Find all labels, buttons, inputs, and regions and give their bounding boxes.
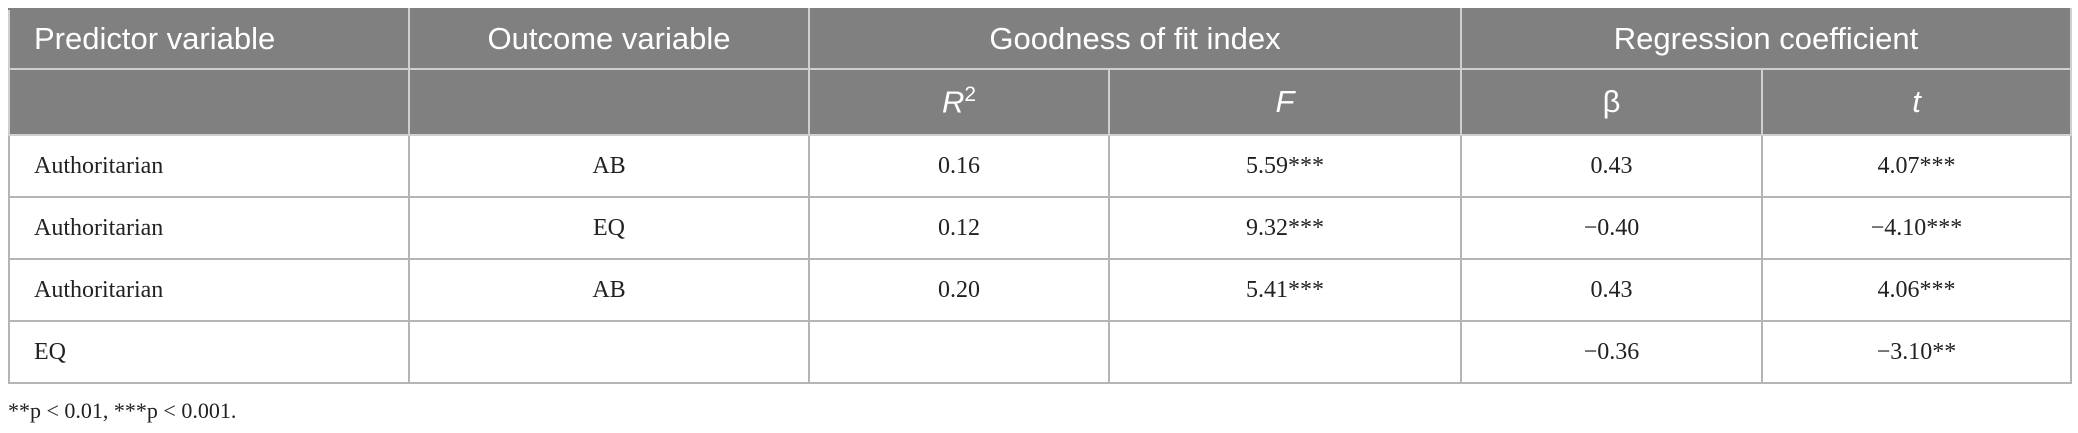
table-cell: 4.07*** [1761, 134, 2073, 198]
header-cell: Outcome variable [408, 8, 810, 70]
header-cell: F [1107, 68, 1463, 136]
table-cell: AB [408, 258, 810, 322]
table-cell: 9.32*** [1107, 196, 1463, 260]
header-cell: Regression coefficient [1460, 8, 2073, 70]
header-text: R [941, 84, 965, 120]
table-cell: 5.59*** [1107, 134, 1463, 198]
table-cell: AB [408, 134, 810, 198]
table-row: Authoritarian AB 0.20 5.41*** 0.43 4.06*** [8, 258, 2073, 322]
header-cell: R2 [808, 68, 1110, 136]
table-cell: 0.12 [808, 196, 1110, 260]
header-row: Predictor variable Outcome variable Good… [8, 8, 2073, 70]
table-cell: −0.40 [1460, 196, 1764, 260]
table-cell: EQ [408, 196, 810, 260]
table-cell: −4.10*** [1761, 196, 2073, 260]
table-body: Authoritarian AB 0.16 5.59*** 0.43 4.07*** Aut… [8, 134, 2073, 384]
table-cell: 0.16 [808, 134, 1110, 198]
header-text: F [1275, 84, 1295, 119]
header-sup: 2 [964, 83, 977, 107]
table-cell: 0.20 [808, 258, 1110, 322]
table-cell: Authoritarian [8, 258, 410, 322]
header-cell: Goodness of fit index [807, 8, 1463, 70]
header-row: R2 F β t [8, 68, 2073, 136]
header-cell: Predictor variable [8, 8, 410, 70]
empty-cell [1107, 320, 1463, 384]
table-cell: Authoritarian [8, 196, 410, 260]
table-cell: 0.43 [1460, 258, 1764, 322]
table-row: Authoritarian AB 0.16 5.59*** 0.43 4.07*** [8, 134, 2073, 198]
table-cell: 4.06*** [1761, 258, 2073, 322]
table-cell: −3.10** [1761, 320, 2073, 384]
header-cell [8, 68, 410, 136]
header-cell: t [1761, 68, 2073, 136]
table-row: Authoritarian EQ 0.12 9.32*** −0.40 −4.10*** [8, 196, 2073, 260]
header-cell: β [1460, 68, 1764, 136]
empty-cell [808, 320, 1110, 384]
header-text: t [1912, 84, 1921, 119]
empty-cell [408, 320, 810, 384]
table-row: EQ −0.36 −3.10** [8, 320, 2073, 384]
table-cell: EQ [8, 320, 410, 384]
table-cell: 0.43 [1460, 134, 1764, 198]
table-cell: 5.41*** [1107, 258, 1463, 322]
table-cell: −0.36 [1460, 320, 1764, 384]
results-table: Predictor variable Outcome variable Good… [8, 8, 2073, 384]
table-cell: Authoritarian [8, 134, 410, 198]
footnote: **p < 0.01, ***p < 0.001. [8, 398, 237, 423]
header-cell [408, 68, 810, 136]
